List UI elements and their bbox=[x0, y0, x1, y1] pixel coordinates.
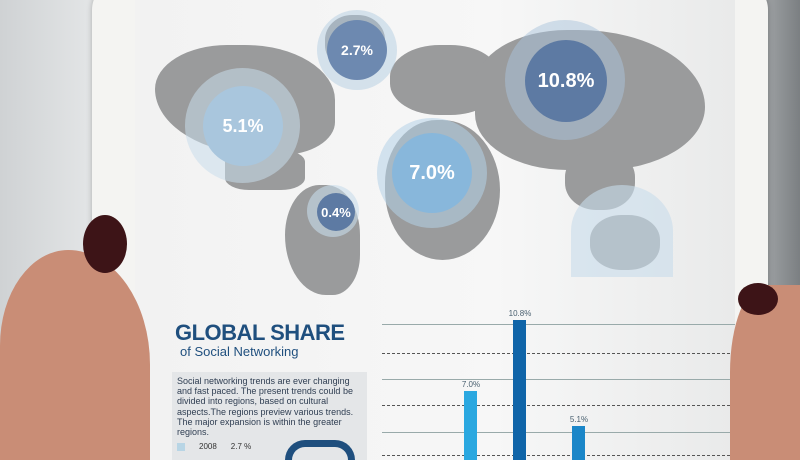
bar-label: 7.0% bbox=[461, 379, 481, 389]
bar bbox=[513, 320, 526, 460]
legend-swatch bbox=[177, 443, 185, 452]
left-hand bbox=[0, 250, 150, 460]
right-hand bbox=[730, 285, 800, 460]
tablet-screen: 2.7% 10.8% 5.1% 7.0% 0.4% GLOBAL SHARE o… bbox=[135, 0, 735, 460]
bar bbox=[464, 390, 477, 460]
bar bbox=[572, 425, 585, 460]
bar-label: 10.8% bbox=[508, 309, 532, 319]
bubble-russia: 10.8% bbox=[525, 40, 607, 122]
fingernail-right bbox=[738, 283, 778, 315]
legend-year: 2008 bbox=[199, 442, 217, 452]
donut-chart bbox=[285, 440, 355, 460]
thumbnail-left bbox=[83, 215, 127, 273]
bubble-africa: 7.0% bbox=[392, 133, 472, 213]
bubble-south-america: 0.4% bbox=[317, 193, 355, 231]
bubble-greenland: 2.7% bbox=[327, 20, 387, 80]
bubble-north-america: 5.1% bbox=[203, 86, 283, 166]
legend-value: 2.7 % bbox=[230, 442, 252, 452]
infographic-title: GLOBAL SHARE bbox=[175, 320, 345, 345]
infographic-subtitle: of Social Networking bbox=[180, 344, 299, 359]
legend-item: 2008 2.7 % bbox=[177, 442, 362, 452]
description-text: Social networking trends are ever changi… bbox=[177, 376, 354, 438]
bar-label: 5.1% bbox=[569, 414, 589, 424]
bubble-australia bbox=[571, 185, 673, 277]
